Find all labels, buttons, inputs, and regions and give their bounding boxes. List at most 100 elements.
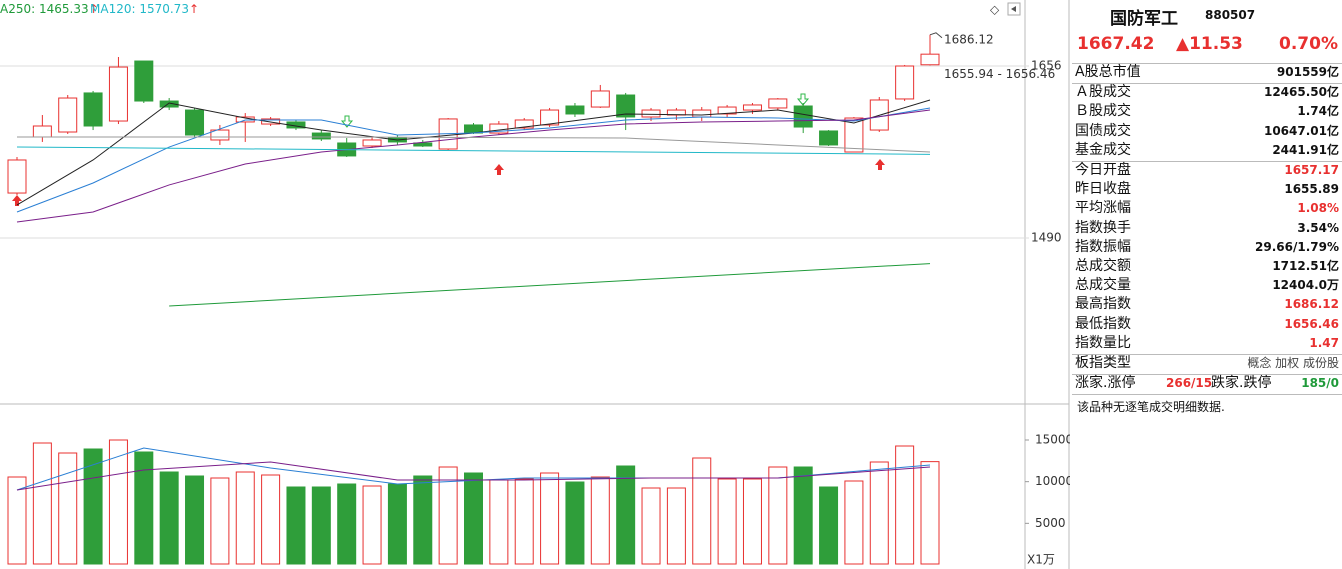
legend-text: A250: 1465.33 <box>0 2 89 16</box>
info-label: 最低指数 <box>1075 315 1131 332</box>
y-tick-label: 10000 <box>1035 474 1070 488</box>
ma-line <box>17 136 931 153</box>
ma-line <box>16 109 931 223</box>
volume-bar <box>793 466 813 565</box>
info-value: 10647.01亿 <box>1263 123 1339 138</box>
info-label: 指数量比 <box>1075 334 1131 351</box>
change: ▲11.53 <box>1176 34 1243 54</box>
info-label: 昨日收盘 <box>1075 181 1131 198</box>
volume-bar <box>413 475 433 565</box>
separator <box>1072 161 1342 162</box>
ma-line <box>16 107 931 213</box>
info-row: 基金成交 2441.91亿 <box>1075 141 1339 160</box>
info-label: 基金成交 <box>1075 141 1131 158</box>
down-label: 跌家.跌停 <box>1211 375 1272 392</box>
info-label: 平均涨幅 <box>1075 200 1131 217</box>
volume-bar <box>464 472 483 565</box>
candle-body <box>32 125 52 138</box>
volume-bar <box>438 466 458 565</box>
info-row: 最高指数 1686.12 <box>1075 295 1339 314</box>
security-code: 880507 <box>1205 8 1256 22</box>
candle-body <box>590 90 610 108</box>
info-value: 1.74亿 <box>1297 104 1339 119</box>
info-label: 总成交量 <box>1075 277 1131 294</box>
volume-bar <box>869 461 889 565</box>
candle-body <box>742 104 762 111</box>
candle-body <box>565 105 585 115</box>
info-label: Ａ股成交 <box>1075 84 1131 101</box>
candle-body <box>692 109 712 118</box>
sell-signal <box>340 115 354 128</box>
range-annotation: 1655.94 - 1656.46 <box>944 67 1055 81</box>
scroll-icon <box>1011 6 1016 12</box>
volume-bar <box>311 486 331 565</box>
info-value: 概念 加权 成份股 <box>1247 356 1339 370</box>
candle-body <box>83 92 103 127</box>
info-label: A股总市值 <box>1075 64 1141 80</box>
info-value: 3.54% <box>1297 220 1339 235</box>
volume-bar <box>261 474 281 565</box>
candle-body <box>58 97 78 133</box>
candle-body <box>641 109 661 118</box>
volume-bar <box>134 451 154 565</box>
candle-body <box>768 98 788 109</box>
y-tick-label: 1490 <box>1031 231 1062 245</box>
down-value: 185/0 <box>1301 376 1339 391</box>
info-value: 1.47 <box>1309 335 1339 350</box>
volume-bar <box>844 480 864 565</box>
volume-bar <box>565 481 585 565</box>
info-row: 平均涨幅 1.08% <box>1075 199 1339 218</box>
last-price: 1667.42 <box>1077 34 1155 54</box>
ma-line <box>16 99 931 206</box>
info-label: 板指类型 <box>1075 355 1131 371</box>
volume-bar <box>337 483 357 565</box>
info-label: 总成交额 <box>1075 258 1131 274</box>
breadth-row: 涨家.涨停 266/15 跌家.跌停 185/0 <box>1075 374 1339 393</box>
info-value: 901559亿 <box>1276 65 1339 79</box>
legend-arrow: ↑ <box>89 2 99 16</box>
info-row: 今日开盘 1657.17 <box>1075 161 1339 180</box>
ma-line <box>169 263 931 307</box>
icon[interactable]: ◇ <box>990 3 1000 17</box>
note: 该品种无逐笔成交明细数据. <box>1077 400 1225 415</box>
volume-bar <box>717 478 737 565</box>
info-row: 指数振幅 29.66/1.79% <box>1075 238 1339 257</box>
separator <box>1072 63 1342 64</box>
volume-bar <box>362 485 382 565</box>
candle-body <box>7 159 27 194</box>
volume-bar <box>159 471 179 565</box>
candle-body <box>616 94 636 118</box>
candle-body <box>362 139 382 147</box>
ma-line <box>16 146 931 155</box>
volume-bar <box>108 439 128 565</box>
separator <box>1072 354 1342 355</box>
candle-body <box>210 129 230 141</box>
volume-bar <box>590 476 610 565</box>
volume-bar <box>920 461 940 565</box>
candle-body <box>717 106 737 115</box>
candle-body <box>844 117 864 153</box>
info-value: 12404.0万 <box>1272 278 1339 293</box>
buy-signal <box>875 159 885 170</box>
unit-label: X1万 <box>1027 553 1055 567</box>
signals <box>12 93 885 206</box>
candle-body <box>540 109 560 126</box>
y-tick-label: 15000 <box>1035 433 1070 447</box>
volume-bar <box>83 448 103 565</box>
info-row: A股总市值 901559亿 <box>1075 63 1339 82</box>
info-row: 最低指数 1656.46 <box>1075 315 1339 334</box>
volume-bar <box>7 476 27 565</box>
info-row: 板指类型 概念 加权 成份股 <box>1075 354 1339 373</box>
legend-arrow: ↑ <box>189 2 199 16</box>
volume-bar <box>387 483 407 565</box>
y-tick-label: 1656 <box>1031 59 1062 73</box>
info-value: 1656.46 <box>1284 316 1339 331</box>
chart: ◇ A250: 1465.33↑ MA120: 1570.73↑ 1656149… <box>0 0 1070 569</box>
candle-body <box>108 66 128 122</box>
volume-bar <box>895 445 915 565</box>
info-value: 1655.89 <box>1284 182 1339 197</box>
info-label: 最高指数 <box>1075 296 1131 313</box>
candle-body <box>920 53 940 66</box>
info-row: 总成交额 1712.51亿 <box>1075 257 1339 276</box>
info-value: 12465.50亿 <box>1263 85 1339 100</box>
